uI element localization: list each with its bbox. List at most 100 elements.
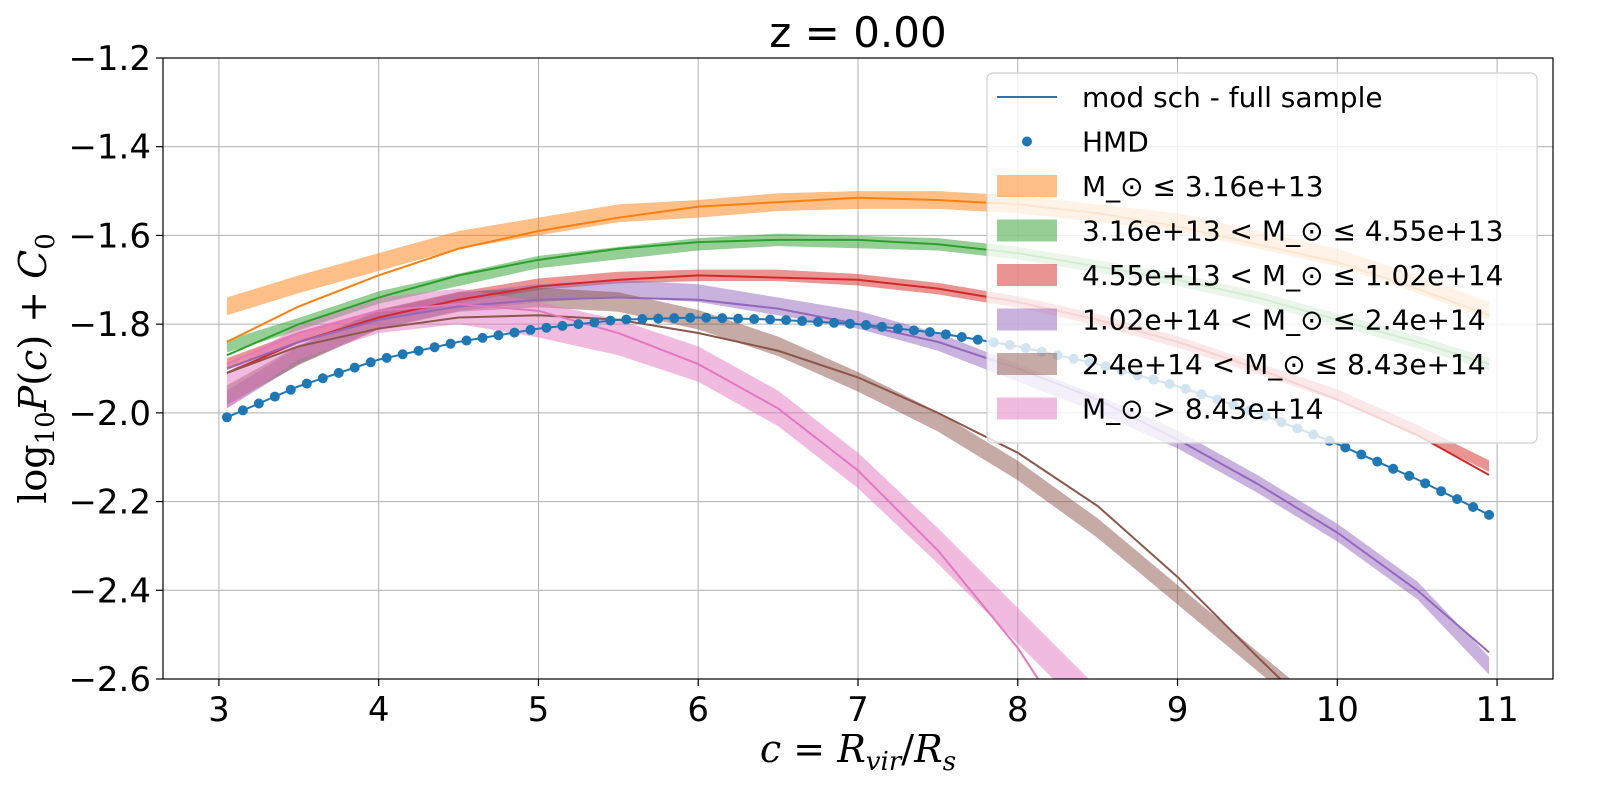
x-tick-label: 7 — [847, 690, 869, 730]
hmd-point — [1436, 486, 1447, 497]
hmd-point — [797, 316, 808, 327]
y-tick-label: −2.6 — [68, 660, 151, 700]
hmd-point — [781, 315, 792, 326]
hmd-point — [1452, 494, 1463, 505]
hmd-point — [429, 342, 440, 353]
hmd-point — [1404, 470, 1415, 481]
y-tick-label: −2.2 — [68, 483, 151, 523]
hmd-point — [605, 315, 616, 326]
hmd-point — [924, 327, 935, 338]
tick-labels: 3 4 5 6 7 8 9 10 11 −1.2 −1.4 −1.6 −1.8 −2.0 −2.2 −2.4 −… — [68, 39, 1518, 730]
hmd-point — [317, 373, 328, 384]
legend-label: 2.4e+14 < M_⊙ ≤ 8.43e+14 — [1082, 348, 1486, 381]
hmd-point — [701, 312, 712, 323]
x-tick-label: 6 — [687, 690, 709, 730]
legend-patch-swatch — [997, 353, 1057, 375]
legend-label: 3.16e+13 < M_⊙ ≤ 4.55e+13 — [1082, 215, 1503, 248]
hmd-point — [557, 320, 568, 331]
legend-label: 1.02e+14 < M_⊙ ≤ 2.4e+14 — [1082, 304, 1486, 337]
hmd-point — [541, 322, 552, 333]
y-tick-label: −2.4 — [68, 571, 151, 611]
hmd-point — [573, 319, 584, 330]
hmd-point — [381, 352, 392, 363]
hmd-point — [285, 384, 296, 395]
series-fit-line — [226, 303, 1040, 679]
hmd-point — [908, 325, 919, 336]
y-tick-label: −1.4 — [68, 128, 151, 168]
x-axis-label: c = Rvir/Rs — [760, 727, 956, 777]
y-tick-label: −1.6 — [68, 216, 151, 256]
legend-patch-swatch — [997, 264, 1057, 286]
hmd-point — [972, 334, 983, 345]
hmd-point — [509, 327, 520, 338]
x-tick-label: 5 — [528, 690, 550, 730]
x-tick-label: 3 — [208, 690, 230, 730]
legend: mod sch - full sample HMD M_⊙ ≤ 3.16e+13 3.… — [986, 72, 1538, 444]
hmd-point — [237, 405, 248, 416]
hmd-point — [1340, 442, 1351, 453]
y-tick-label: −1.2 — [68, 39, 151, 79]
x-tick-label: 8 — [1007, 690, 1029, 730]
hmd-point — [301, 378, 312, 389]
legend-patch-swatch — [997, 219, 1057, 242]
hmd-point — [765, 314, 776, 325]
hmd-point — [637, 314, 648, 325]
hmd-point — [956, 332, 967, 343]
series-band — [226, 279, 1490, 675]
hmd-point — [621, 314, 632, 325]
series-fit-line — [226, 314, 1282, 679]
hmd-point — [413, 345, 424, 356]
hmd-point — [1372, 456, 1383, 467]
hmd-point — [493, 330, 504, 341]
hmd-point — [653, 313, 664, 324]
legend-patch-swatch — [997, 175, 1057, 197]
hmd-point — [1484, 509, 1495, 520]
hmd-point — [333, 367, 344, 378]
hmd-point — [1420, 478, 1431, 489]
legend-point-swatch — [1022, 136, 1032, 147]
hmd-point — [829, 317, 840, 328]
chart-title: z = 0.00 — [769, 8, 946, 57]
hmd-point — [685, 312, 696, 323]
y-axis-label: log10P(c) + C0 — [11, 233, 61, 504]
hmd-point — [365, 357, 376, 368]
hmd-point — [221, 412, 232, 423]
x-tick-label: 9 — [1167, 690, 1189, 730]
series-band — [226, 233, 1490, 371]
hmd-point — [589, 317, 600, 328]
legend-label: M_⊙ > 8.43e+14 — [1082, 393, 1324, 426]
hmd-point — [525, 324, 536, 335]
hmd-point — [845, 318, 856, 329]
hmd-point — [813, 316, 824, 327]
series-band — [226, 288, 1089, 679]
legend-box — [986, 72, 1538, 444]
legend-patch-swatch — [997, 397, 1057, 420]
legend-label: HMD — [1082, 126, 1149, 159]
legend-label: mod sch - full sample — [1082, 81, 1383, 114]
legend-label: M_⊙ ≤ 3.16e+13 — [1082, 170, 1324, 203]
legend-label: 4.55e+13 < M_⊙ ≤ 1.02e+14 — [1082, 259, 1503, 292]
hmd-point — [940, 329, 951, 340]
hmd-point — [477, 332, 488, 343]
x-tick-label: 10 — [1316, 690, 1359, 730]
legend-patch-swatch — [997, 308, 1057, 331]
hmd-point — [876, 321, 887, 332]
hmd-point — [717, 313, 728, 324]
y-tick-label: −2.0 — [68, 394, 151, 434]
hmd-point — [461, 335, 472, 346]
hmd-point — [749, 314, 760, 325]
hmd-point — [860, 320, 871, 331]
hmd-point — [1388, 463, 1399, 474]
hmd-point — [397, 349, 408, 360]
hmd-point — [349, 362, 360, 373]
hmd-point — [1468, 501, 1479, 512]
y-tick-label: −1.8 — [68, 305, 151, 345]
hmd-point — [669, 313, 680, 324]
x-tick-label: 4 — [368, 690, 390, 730]
hmd-point — [269, 391, 280, 402]
hmd-point — [733, 313, 744, 324]
hmd-point — [1356, 449, 1367, 460]
hmd-point — [892, 323, 903, 334]
hmd-point — [253, 398, 264, 409]
